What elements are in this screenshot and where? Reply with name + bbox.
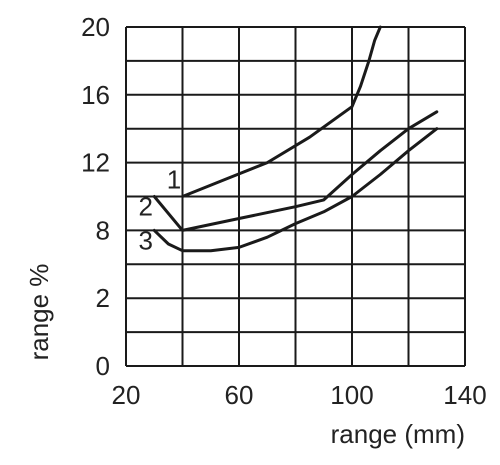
series-line-2 <box>152 110 439 232</box>
x-axis-label: range (mm) <box>331 419 465 449</box>
series-lines <box>152 25 439 253</box>
series-label-1: 1 <box>167 165 181 195</box>
y-tick-label: 0 <box>96 351 110 381</box>
grid <box>125 26 466 367</box>
series-line-1 <box>181 25 382 198</box>
y-tick-label: 12 <box>81 148 110 178</box>
y-tick-label: 2 <box>96 283 110 313</box>
x-tick-labels: 20 60 100 140 <box>112 380 487 410</box>
series-label-2: 2 <box>139 192 153 222</box>
x-tick-label: 140 <box>443 380 486 410</box>
y-tick-label: 16 <box>81 80 110 110</box>
series-labels: 12 3 <box>139 165 182 256</box>
y-tick-labels: 0 2 8 12 16 20 <box>81 12 110 381</box>
series-line-3 <box>152 127 439 253</box>
series-label-3: 3 <box>139 226 153 256</box>
x-tick-label: 20 <box>112 380 141 410</box>
y-axis-label: range % <box>24 264 54 361</box>
y-tick-label: 20 <box>81 12 110 42</box>
x-tick-label: 60 <box>225 380 254 410</box>
x-tick-label: 100 <box>330 380 373 410</box>
y-tick-label: 8 <box>96 215 110 245</box>
